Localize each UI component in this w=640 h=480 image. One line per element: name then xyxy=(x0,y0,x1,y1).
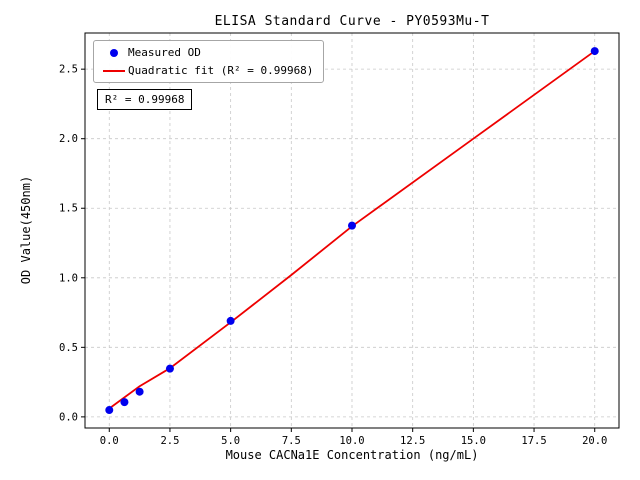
red-line-icon xyxy=(103,69,125,72)
legend-label-measured-od: Measured OD xyxy=(128,46,201,59)
svg-text:2.5: 2.5 xyxy=(160,435,179,447)
legend-item-measured-od: Measured OD xyxy=(100,47,313,58)
scatter-marker-icon xyxy=(100,48,128,57)
svg-text:0.0: 0.0 xyxy=(100,435,119,447)
svg-text:2.0: 2.0 xyxy=(59,133,78,145)
svg-text:20.0: 20.0 xyxy=(582,435,607,447)
svg-text:2.5: 2.5 xyxy=(59,64,78,76)
svg-text:15.0: 15.0 xyxy=(461,435,486,447)
svg-text:12.5: 12.5 xyxy=(400,435,425,447)
svg-text:5.0: 5.0 xyxy=(221,435,240,447)
r-squared-annotation: R² = 0.99968 xyxy=(97,89,193,110)
legend: Measured OD Quadratic fit (R² = 0.99968) xyxy=(93,40,325,83)
chart-title: ELISA Standard Curve - PY0593Mu-T xyxy=(215,14,490,29)
svg-text:0.0: 0.0 xyxy=(59,411,78,423)
x-axis-label: Mouse CACNa1E Concentration (ng/mL) xyxy=(226,448,479,462)
svg-text:0.5: 0.5 xyxy=(59,342,78,354)
y-axis-label: OD Value(450nm) xyxy=(19,176,33,284)
svg-text:1.0: 1.0 xyxy=(59,272,78,284)
svg-text:17.5: 17.5 xyxy=(521,435,546,447)
svg-text:1.5: 1.5 xyxy=(59,203,78,215)
line-marker-icon xyxy=(100,69,128,72)
svg-text:10.0: 10.0 xyxy=(339,435,364,447)
svg-text:7.5: 7.5 xyxy=(282,435,301,447)
blue-dot-icon xyxy=(110,48,118,57)
legend-item-quadratic-fit: Quadratic fit (R² = 0.99968) xyxy=(100,65,313,76)
legend-label-quadratic-fit: Quadratic fit (R² = 0.99968) xyxy=(128,64,314,77)
